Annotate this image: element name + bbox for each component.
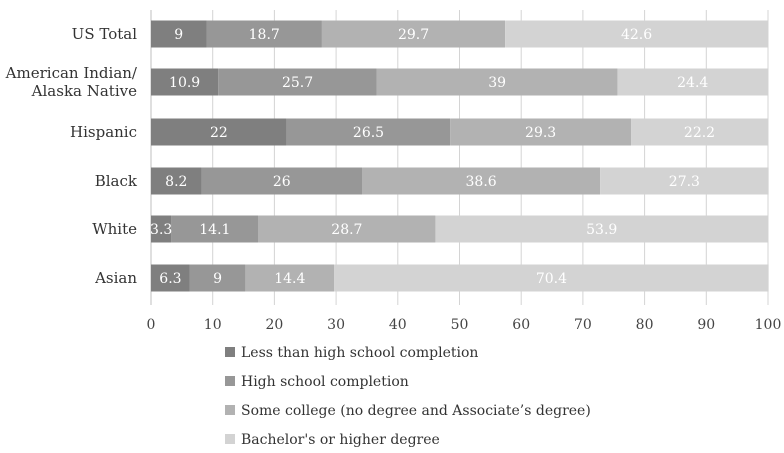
bar-segment [171,215,259,243]
bar-segment [218,68,377,96]
bars [151,20,769,292]
bar-value-label: 26.5 [353,125,384,141]
bar-segment [151,20,207,48]
bar-segment [151,118,287,146]
bar-segment [631,118,768,146]
bar-segment [334,264,769,292]
bar-value-label: 9 [174,27,183,43]
bar-value-label: 29.3 [525,125,556,141]
x-tick-label: 50 [451,317,469,333]
bar-value-label: 29.7 [398,27,429,43]
bar-value-labels: 9 18.7 29.7 42.6 10.9 25.7 39 24.4 22 26.5 29.3 22.… [150,27,715,287]
bar-segment [435,215,768,243]
x-tick-label: 30 [327,317,345,333]
bar-segment [151,68,219,96]
bar-value-label: 42.6 [621,27,652,43]
bar-value-label: 38.6 [466,174,497,190]
bar-segment [201,167,363,195]
bar-value-label: 22 [210,125,228,141]
bar-value-label: 9 [213,271,222,287]
bar-segment [286,118,451,146]
category-label: Hispanic [70,123,137,141]
bar-value-label: 39 [488,75,506,91]
category-label: Asian [94,269,137,287]
x-tick-label: 10 [204,317,222,333]
bar-value-label: 25.7 [282,75,313,91]
x-axis-ticks: 0 10 20 30 40 50 60 70 80 90 100 [147,317,782,333]
legend-swatch [225,405,235,415]
x-tick-label: 70 [574,317,592,333]
category-label: Black [95,172,138,190]
legend-label: Less than high school completion [241,345,478,361]
x-tick-label: 90 [697,317,715,333]
category-label: US Total [72,25,138,43]
bar-value-label: 18.7 [249,27,280,43]
bar-segment [206,20,322,48]
x-tick-label: 20 [265,317,283,333]
bar-segment [600,167,769,195]
category-labels: US Total American Indian/Alaska Native His… [5,25,138,287]
x-tick-label: 60 [512,317,530,333]
bar-segment [245,264,335,292]
legend-label: High school completion [241,374,409,390]
legend-swatch [225,347,235,357]
category-label: White [92,220,137,238]
bar-segment [189,264,246,292]
bar-segment [362,167,601,195]
bar-value-label: 26 [273,174,291,190]
category-label: American Indian/Alaska Native [5,64,138,100]
bar-segment [617,68,768,96]
bar-value-label: 22.2 [684,125,715,141]
legend-label: Bachelor's or higher degree [241,432,440,448]
bar-segment [151,264,190,292]
legend-label: Some college (no degree and Associate’s … [241,403,591,419]
bar-segment [376,68,618,96]
bar-value-label: 10.9 [169,75,200,91]
bar-segment [505,20,768,48]
legend: Less than high school completion High sch… [225,345,591,448]
x-tick-label: 100 [755,317,782,333]
bar-value-label: 3.3 [150,222,172,238]
bar-segment [450,118,632,146]
bar-value-label: 14.4 [274,271,305,287]
bar-value-label: 53.9 [586,222,617,238]
bar-segment [321,20,506,48]
bar-segment [258,215,436,243]
bar-value-label: 8.2 [165,174,187,190]
bar-value-label: 14.1 [199,222,230,238]
legend-swatch [225,376,235,386]
bar-segment [151,215,172,243]
bar-segment [151,167,202,195]
bar-value-label: 27.3 [669,174,700,190]
bar-value-label: 24.4 [677,75,708,91]
bar-value-label: 28.7 [331,222,362,238]
x-tick-label: 40 [389,317,407,333]
legend-swatch [225,434,235,444]
bar-value-label: 70.4 [536,271,567,287]
x-tick-label: 0 [147,317,156,333]
bar-value-label: 6.3 [159,271,181,287]
x-tick-label: 80 [636,317,654,333]
grid-lines [150,10,769,305]
